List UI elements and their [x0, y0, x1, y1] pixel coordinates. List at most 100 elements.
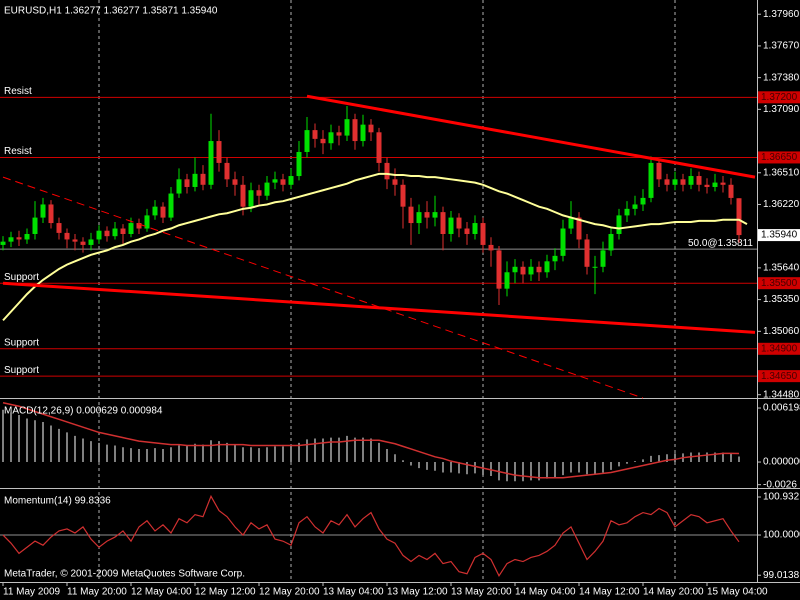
x-tick-label: 12 May 12:00: [195, 587, 256, 598]
candle-body: [496, 250, 502, 289]
candle-body: [664, 179, 670, 185]
candle-body: [240, 184, 246, 207]
x-tick-label: 11 May 20:00: [67, 587, 127, 598]
candle-body: [104, 230, 110, 237]
y-tick-label: 99.0138: [763, 570, 800, 581]
candle-body: [464, 228, 470, 234]
x-tick-label: 15 May 04:00: [707, 587, 768, 598]
candle-body: [216, 141, 222, 163]
x-tick-label: 12 May 20:00: [259, 587, 320, 598]
candle-body: [568, 217, 574, 229]
x-tick-label: 13 May 20:00: [451, 587, 512, 598]
y-tick-label: 1.37380: [763, 72, 800, 83]
candle-body: [720, 182, 726, 185]
candle-body: [728, 184, 734, 198]
candle-body: [24, 233, 30, 240]
y-tick-label: 0.000000: [763, 457, 800, 468]
candle-body: [144, 215, 150, 229]
candle-body: [592, 266, 598, 268]
level-name: Support: [4, 272, 39, 283]
candle-body: [88, 239, 94, 245]
candle-body: [416, 212, 422, 224]
x-tick-label: 14 May 12:00: [579, 587, 640, 598]
candle-body: [736, 198, 742, 236]
y-tick-label: 1.37670: [763, 41, 800, 52]
candle-body: [160, 206, 166, 218]
level-name: Support: [4, 337, 39, 348]
y-tick-label: -0.0026: [763, 479, 797, 490]
x-tick-label: 12 May 04:00: [131, 587, 192, 598]
fib-label: 50.0@1.35811: [688, 238, 753, 249]
candle-body: [336, 132, 342, 136]
candle-body: [152, 206, 158, 216]
candle-body: [632, 204, 638, 209]
candle-body: [440, 212, 446, 234]
candle-body: [120, 228, 126, 234]
level-price-label: 1.34900: [761, 343, 798, 354]
candle-body: [56, 223, 62, 233]
candle-body: [208, 141, 214, 185]
y-tick-label: 1.34480: [763, 389, 800, 400]
level-name: Resist: [4, 146, 32, 157]
level-price-label: 1.37200: [761, 92, 798, 103]
candle-body: [344, 119, 350, 136]
trendline: [2, 281, 756, 334]
candle-body: [272, 179, 278, 183]
candle-body: [360, 124, 366, 142]
candle-body: [80, 241, 86, 245]
candle-body: [48, 204, 54, 224]
candle-body: [376, 132, 382, 163]
candle-body: [64, 232, 70, 240]
level-name: Support: [4, 365, 39, 376]
candle-body: [128, 223, 134, 234]
momentum-line: [2, 494, 740, 578]
candle-body: [696, 176, 702, 185]
candle-body: [8, 237, 14, 242]
x-tick-label: 13 May 04:00: [323, 587, 384, 598]
candle-body: [616, 215, 622, 234]
candle-body: [480, 223, 486, 245]
level-price-label: 1.35500: [761, 278, 798, 289]
candle-body: [544, 261, 550, 273]
moving-average: [2, 172, 748, 322]
candle-body: [72, 239, 78, 242]
candle-body: [576, 217, 582, 240]
candle-body: [192, 173, 198, 187]
trendline: [2, 176, 644, 399]
y-tick-label: 1.36220: [763, 199, 800, 210]
candle-body: [512, 266, 518, 273]
candle-body: [312, 130, 318, 139]
candle-body: [320, 138, 326, 144]
x-tick-label: 14 May 20:00: [643, 587, 704, 598]
y-tick-label: 1.36510: [763, 167, 800, 178]
y-tick-label: 1.37090: [763, 104, 800, 115]
y-tick-label: 100.0000: [763, 530, 800, 541]
candle-body: [528, 266, 534, 275]
candle-body: [40, 204, 46, 218]
current-price-label: 1.35940: [761, 230, 798, 241]
candle-body: [200, 173, 206, 185]
candle-body: [16, 237, 22, 240]
x-tick-label: 13 May 12:00: [387, 587, 448, 598]
level-price-box: [758, 342, 800, 355]
y-tick-label: 100.932: [763, 492, 800, 503]
candle-body: [648, 162, 654, 198]
candle-body: [640, 197, 646, 205]
candle-body: [288, 176, 294, 185]
copyright: MetaTrader, © 2001-2009 MetaQuotes Softw…: [4, 569, 245, 580]
candle-body: [32, 217, 38, 234]
level-price-box: [758, 151, 800, 164]
candle-body: [248, 190, 254, 207]
candle-body: [384, 162, 390, 180]
candle-body: [392, 179, 398, 185]
candle-body: [408, 206, 414, 224]
level-name: Resist: [4, 86, 32, 97]
y-tick-label: 1.35060: [763, 326, 800, 337]
candle-body: [456, 217, 462, 229]
candle-body: [712, 182, 718, 187]
candle-body: [448, 217, 454, 234]
candle-body: [656, 162, 662, 180]
candle-body: [256, 190, 262, 196]
